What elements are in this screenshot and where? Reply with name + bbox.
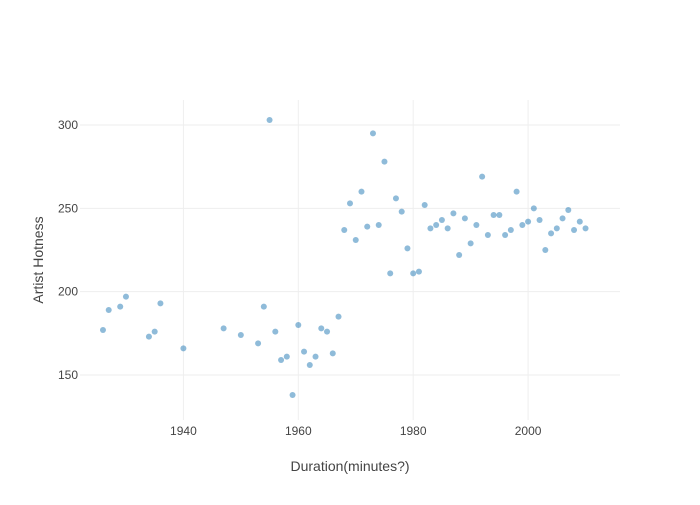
- scatter-point[interactable]: [180, 345, 187, 352]
- scatter-point[interactable]: [105, 307, 112, 313]
- scatter-point[interactable]: [582, 225, 589, 232]
- scatter-point[interactable]: [145, 333, 152, 340]
- scatter-point[interactable]: [347, 200, 353, 207]
- scatter-point[interactable]: [117, 303, 124, 310]
- y-tick-label: 250: [58, 201, 78, 215]
- scatter-point[interactable]: [496, 212, 503, 218]
- scatter-point[interactable]: [530, 205, 537, 212]
- scatter-point[interactable]: [260, 303, 267, 310]
- y-axis-title: Artist Hotness: [30, 216, 46, 303]
- scatter-point[interactable]: [484, 232, 491, 238]
- scatter-point[interactable]: [312, 353, 319, 360]
- scatter-point[interactable]: [444, 225, 451, 232]
- grid-lines: [80, 100, 620, 420]
- scatter-point[interactable]: [157, 300, 164, 307]
- scatter-point[interactable]: [318, 325, 325, 332]
- scatter-point[interactable]: [536, 217, 543, 223]
- scatter-point[interactable]: [237, 332, 244, 338]
- scatter-point[interactable]: [404, 245, 411, 252]
- scatter-point[interactable]: [559, 215, 566, 222]
- scatter-point[interactable]: [375, 222, 382, 228]
- scatter-point[interactable]: [301, 348, 308, 355]
- scatter-point[interactable]: [341, 227, 348, 233]
- scatter-point[interactable]: [473, 222, 480, 228]
- scatter-point[interactable]: [525, 218, 532, 225]
- scatter-point[interactable]: [548, 230, 555, 237]
- scatter-point[interactable]: [553, 225, 560, 232]
- scatter-point[interactable]: [358, 188, 365, 195]
- scatter-point[interactable]: [278, 357, 285, 363]
- scatter-point[interactable]: [542, 247, 549, 253]
- scatter-point[interactable]: [122, 293, 129, 300]
- x-tick-label: 1940: [170, 424, 197, 438]
- x-tick-label: 1960: [285, 424, 312, 438]
- scatter-point[interactable]: [255, 340, 262, 347]
- x-tick-label: 1980: [400, 424, 427, 438]
- scatter-point[interactable]: [306, 362, 313, 368]
- y-tick-label: 150: [58, 368, 78, 382]
- scatter-point[interactable]: [398, 208, 405, 215]
- scatter-point[interactable]: [272, 328, 279, 335]
- scatter-point[interactable]: [513, 188, 520, 195]
- scatter-point[interactable]: [571, 227, 578, 233]
- scatter-point[interactable]: [220, 325, 227, 332]
- scatter-point[interactable]: [456, 252, 463, 258]
- scatter-point[interactable]: [433, 222, 440, 228]
- y-axis-tick-labels: 150 200 250 300: [58, 118, 78, 382]
- scatter-point[interactable]: [392, 195, 399, 202]
- scatter-point[interactable]: [266, 117, 273, 123]
- scatter-point[interactable]: [576, 218, 583, 225]
- scatter-point[interactable]: [283, 353, 290, 360]
- x-tick-label: 2000: [515, 424, 542, 438]
- scatter-point[interactable]: [507, 227, 514, 233]
- scatter-point[interactable]: [99, 327, 106, 333]
- scatter-point[interactable]: [324, 328, 331, 335]
- scatter-point[interactable]: [502, 232, 509, 238]
- y-tick-label: 200: [58, 285, 78, 299]
- scatter-point[interactable]: [438, 217, 445, 223]
- scatter-point[interactable]: [490, 212, 497, 218]
- scatter-point[interactable]: [381, 158, 388, 165]
- scatter-point[interactable]: [461, 215, 468, 222]
- scatter-point[interactable]: [479, 173, 486, 180]
- scatter-point[interactable]: [427, 225, 434, 232]
- scatter-point[interactable]: [329, 350, 336, 357]
- scatter-point[interactable]: [467, 240, 474, 247]
- scatter-point[interactable]: [335, 313, 342, 320]
- scatter-point[interactable]: [450, 210, 457, 217]
- scatter-point[interactable]: [295, 322, 302, 328]
- scatter-point[interactable]: [151, 328, 158, 335]
- scatter-point[interactable]: [364, 223, 371, 230]
- scatter-point[interactable]: [519, 222, 526, 228]
- x-axis-tick-labels: 1940 1960 1980 2000: [170, 424, 542, 438]
- scatter-points: [99, 117, 589, 398]
- scatter-point[interactable]: [410, 270, 417, 277]
- scatter-point[interactable]: [352, 237, 359, 243]
- scatter-point[interactable]: [565, 207, 572, 213]
- scatter-point[interactable]: [415, 268, 422, 275]
- scatter-point[interactable]: [369, 130, 376, 137]
- y-tick-label: 300: [58, 118, 78, 132]
- scatter-point[interactable]: [387, 270, 394, 277]
- scatter-point[interactable]: [289, 392, 296, 398]
- x-axis-title: Duration(minutes?): [290, 458, 409, 474]
- scatter-point[interactable]: [421, 202, 428, 208]
